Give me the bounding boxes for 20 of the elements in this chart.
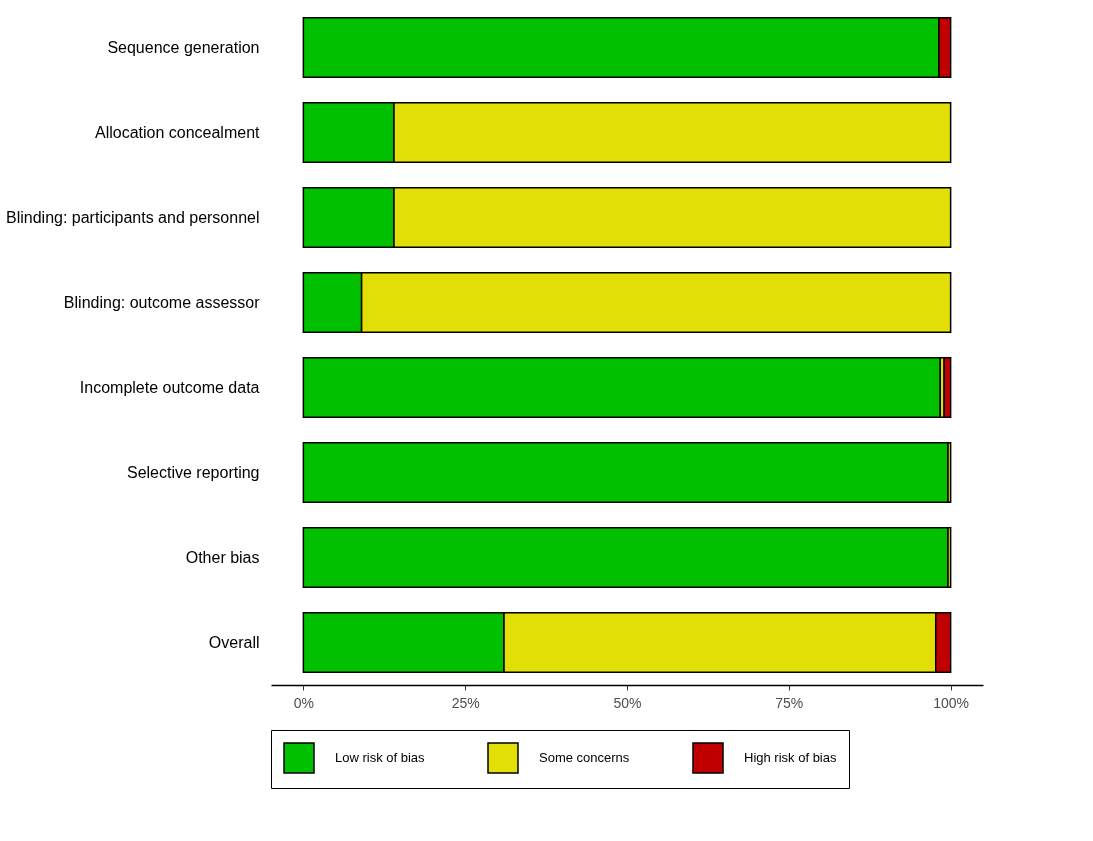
x-tick-label: 100% xyxy=(933,694,970,711)
legend-label: Some concerns xyxy=(539,750,630,765)
bar xyxy=(943,357,952,418)
bar xyxy=(302,357,942,418)
x-tick-label: 50% xyxy=(613,694,642,711)
x-tick-label: 0% xyxy=(293,694,314,711)
bar xyxy=(302,527,949,588)
y-tick-label: Blinding: participants and personnel xyxy=(6,208,260,226)
bar xyxy=(302,442,949,503)
y-tick-label: Blinding: outcome assessor xyxy=(63,293,261,311)
y-tick-label: Other bias xyxy=(185,548,260,566)
x-tick-label: 75% xyxy=(775,694,804,711)
y-tick-label: Overall xyxy=(208,633,260,651)
x-tick-label: 25% xyxy=(451,694,480,711)
legend-label: Low risk of bias xyxy=(335,750,426,765)
y-tick-label: Allocation concealment xyxy=(94,123,261,141)
y-tick-label: Incomplete outcome data xyxy=(79,378,260,396)
legend-label: High risk of bias xyxy=(744,750,837,765)
y-tick-label: Sequence generation xyxy=(107,38,260,56)
y-tick-label: Selective reporting xyxy=(126,463,260,481)
